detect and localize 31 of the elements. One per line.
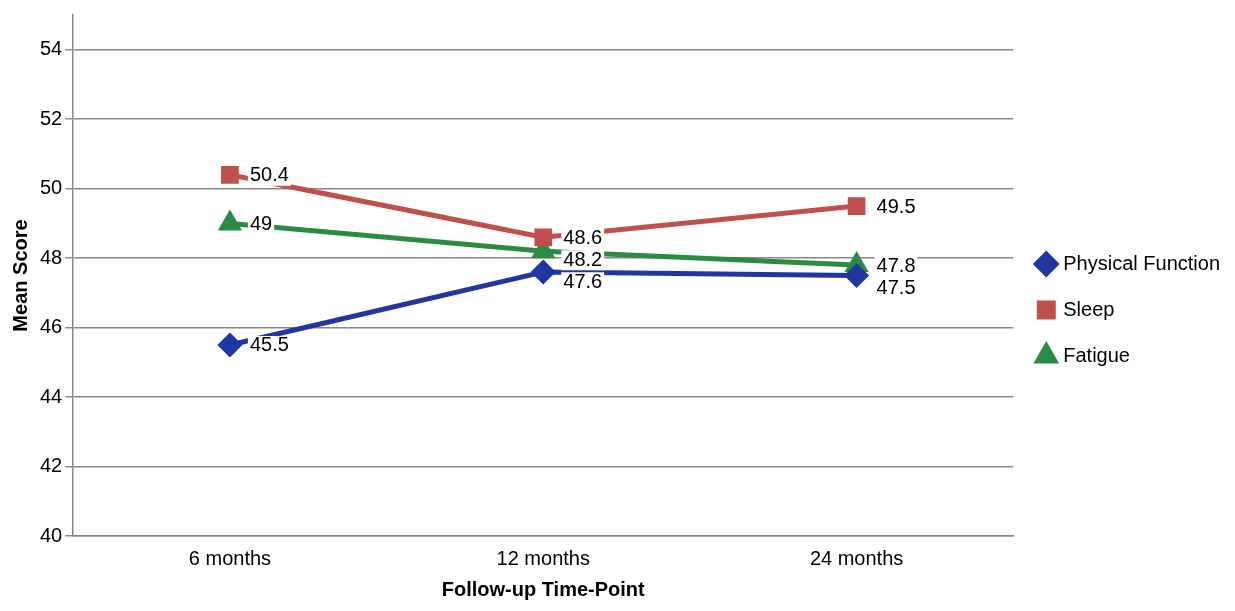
- x-tick-label: 6 months: [188, 546, 272, 569]
- point: [847, 197, 866, 215]
- x-tick-label: 12 months: [496, 546, 590, 569]
- point: [218, 333, 242, 357]
- data-label: 50.4: [249, 163, 289, 186]
- point: [534, 228, 553, 247]
- legend-label: Sleep: [1063, 297, 1115, 320]
- legend-label: Physical Function: [1063, 251, 1221, 274]
- y-tick-label: 50: [40, 176, 63, 199]
- point: [221, 165, 239, 184]
- y-tick-label: 40: [40, 523, 63, 546]
- y-tick-label: 54: [40, 37, 63, 60]
- x-axis-title: Follow-up Time-Point: [441, 577, 646, 600]
- x-tick-label: 24 months: [809, 546, 904, 569]
- data-label: 49.5: [876, 194, 916, 217]
- data-label: 47.6: [563, 269, 603, 292]
- data-label: 48.2: [563, 247, 603, 270]
- data-label: 49: [249, 211, 273, 234]
- data-label: 47.5: [876, 275, 916, 298]
- point: [531, 260, 555, 284]
- point: [845, 264, 869, 287]
- legend-label: Fatigue: [1063, 343, 1130, 366]
- y-tick-label: 52: [40, 106, 63, 129]
- y-axis-title: Mean Score: [8, 219, 31, 332]
- data-label: 47.8: [876, 253, 916, 276]
- y-tick-label: 42: [40, 454, 63, 477]
- y-tick-label: 46: [40, 315, 63, 338]
- data-label: 45.5: [249, 333, 289, 356]
- data-label: 48.6: [563, 225, 603, 248]
- y-tick-label: 44: [40, 384, 63, 407]
- y-tick-label: 48: [40, 245, 63, 268]
